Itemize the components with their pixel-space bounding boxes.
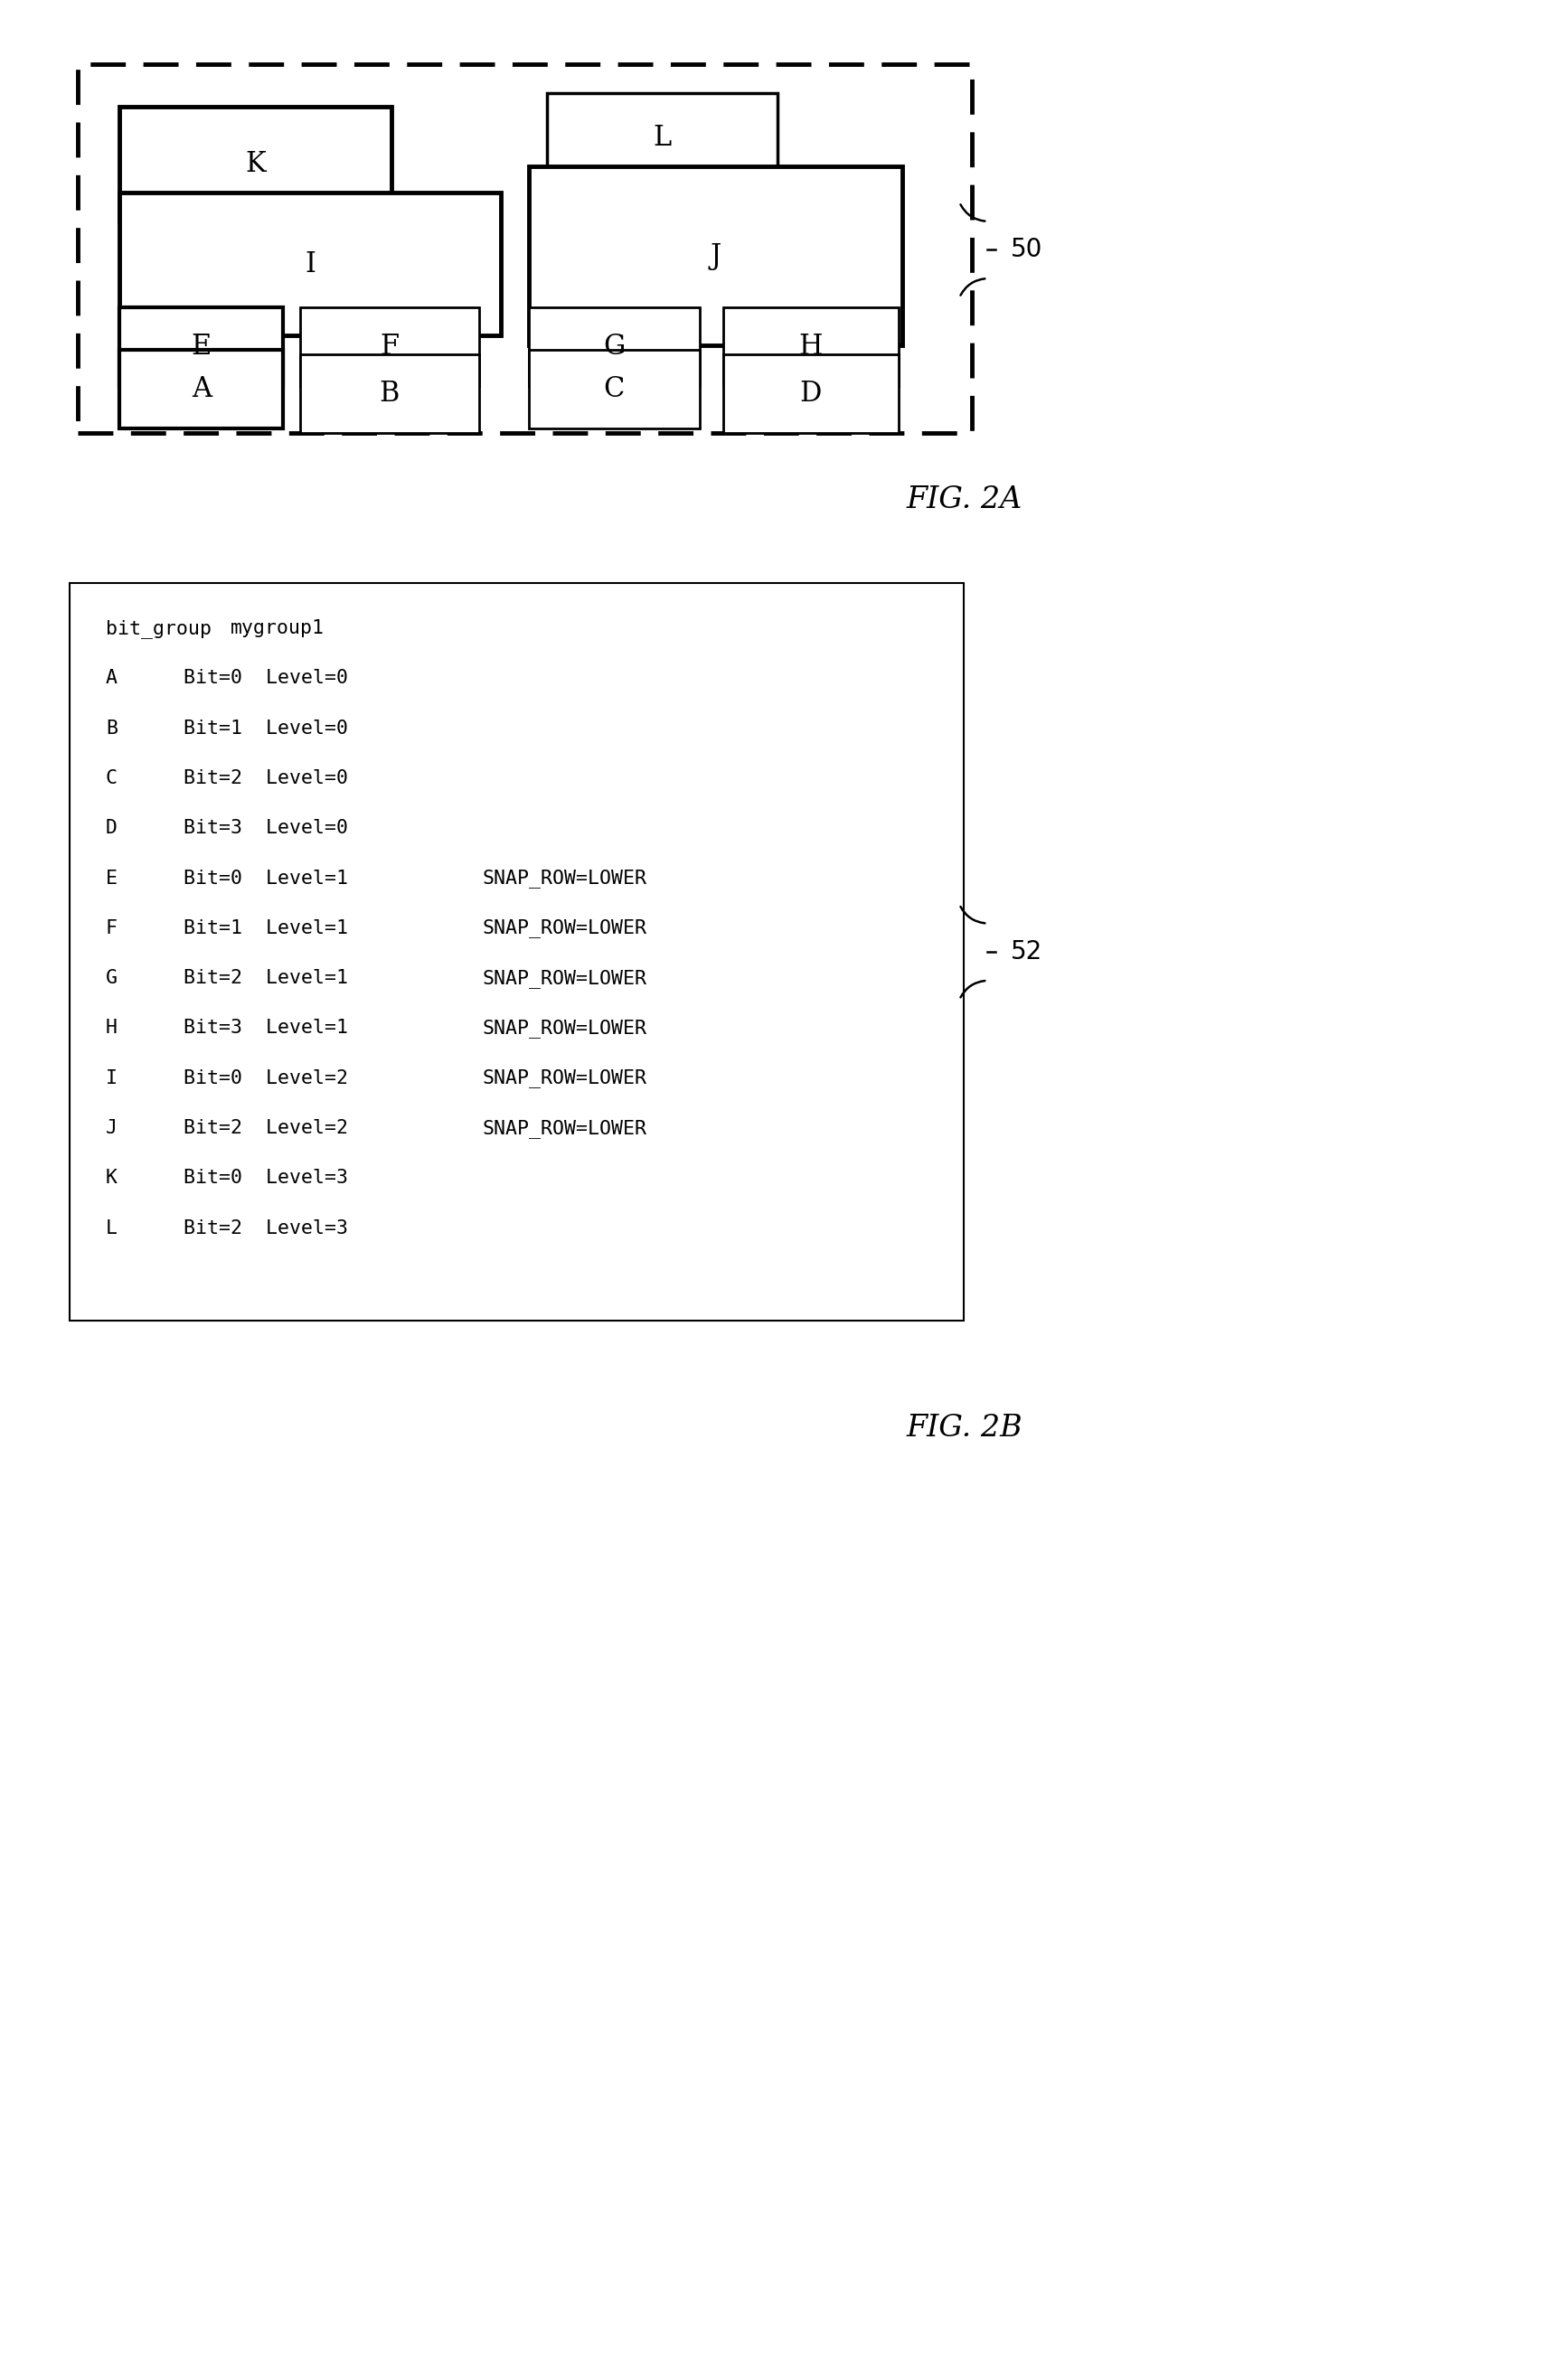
Text: I: I: [305, 250, 316, 278]
Bar: [120, 350, 283, 428]
Text: F: F: [379, 333, 400, 359]
Text: Bit=0  Level=1: Bit=0 Level=1: [183, 869, 348, 888]
Text: B: B: [379, 381, 400, 407]
Bar: [300, 355, 479, 433]
Text: SNAP_ROW=LOWER: SNAP_ROW=LOWER: [482, 1069, 647, 1088]
Text: Bit=0  Level=2: Bit=0 Level=2: [183, 1069, 348, 1088]
Text: B: B: [106, 719, 118, 738]
Bar: [120, 307, 283, 386]
Text: 52: 52: [1011, 940, 1042, 964]
Text: Bit=0  Level=3: Bit=0 Level=3: [183, 1169, 348, 1188]
Text: K: K: [246, 150, 266, 178]
Text: D: D: [799, 381, 823, 407]
Text: Bit=1  Level=0: Bit=1 Level=0: [183, 719, 348, 738]
Bar: [547, 93, 778, 183]
Bar: [529, 350, 700, 428]
Bar: [723, 307, 899, 386]
Text: Bit=2  Level=1: Bit=2 Level=1: [183, 969, 348, 988]
Bar: [120, 107, 392, 221]
Bar: [70, 583, 964, 1321]
Text: A: A: [191, 376, 211, 402]
Text: H: H: [106, 1019, 118, 1038]
Text: Bit=3  Level=0: Bit=3 Level=0: [183, 819, 348, 838]
Bar: [78, 64, 972, 433]
Text: Bit=0  Level=0: Bit=0 Level=0: [183, 669, 348, 688]
Text: C: C: [106, 769, 118, 788]
Text: L: L: [653, 124, 672, 152]
Text: Bit=1  Level=1: Bit=1 Level=1: [183, 919, 348, 938]
Text: L: L: [106, 1219, 118, 1238]
Text: I: I: [106, 1069, 118, 1088]
Text: G: G: [603, 333, 625, 359]
Text: J: J: [106, 1119, 118, 1138]
Bar: [300, 307, 479, 386]
Text: SNAP_ROW=LOWER: SNAP_ROW=LOWER: [482, 869, 647, 888]
Text: F: F: [106, 919, 118, 938]
Text: FIG. 2B: FIG. 2B: [907, 1414, 1022, 1442]
Text: FIG. 2A: FIG. 2A: [907, 486, 1022, 514]
Bar: [120, 193, 501, 336]
Text: E: E: [106, 869, 118, 888]
Text: SNAP_ROW=LOWER: SNAP_ROW=LOWER: [482, 1119, 647, 1138]
Bar: [529, 307, 700, 386]
Text: SNAP_ROW=LOWER: SNAP_ROW=LOWER: [482, 969, 647, 988]
Text: A: A: [106, 669, 118, 688]
Text: Bit=3  Level=1: Bit=3 Level=1: [183, 1019, 348, 1038]
Text: K: K: [106, 1169, 118, 1188]
Text: bit_group: bit_group: [106, 619, 211, 638]
Text: H: H: [799, 333, 823, 359]
Text: G: G: [106, 969, 118, 988]
Text: SNAP_ROW=LOWER: SNAP_ROW=LOWER: [482, 1019, 647, 1038]
Text: Bit=2  Level=3: Bit=2 Level=3: [183, 1219, 348, 1238]
Text: E: E: [191, 333, 211, 359]
Text: Bit=2  Level=0: Bit=2 Level=0: [183, 769, 348, 788]
Text: J: J: [709, 243, 722, 269]
Text: SNAP_ROW=LOWER: SNAP_ROW=LOWER: [482, 919, 647, 938]
Text: 50: 50: [1011, 238, 1043, 262]
Text: Bit=2  Level=2: Bit=2 Level=2: [183, 1119, 348, 1138]
Text: C: C: [603, 376, 625, 402]
Text: D: D: [106, 819, 118, 838]
Text: mygroup1: mygroup1: [230, 619, 323, 638]
Bar: [723, 355, 899, 433]
Bar: [529, 167, 902, 345]
